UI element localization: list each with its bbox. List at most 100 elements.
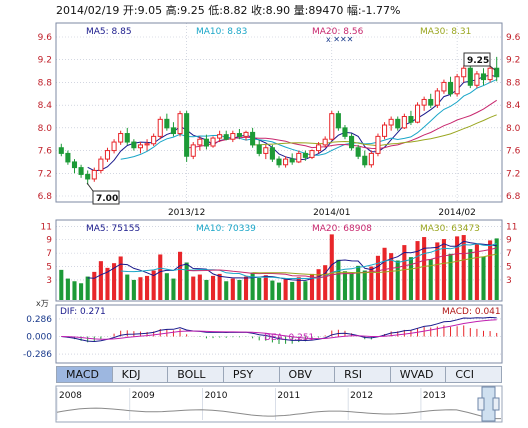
- volume-bar: [230, 278, 235, 300]
- tab-boll[interactable]: BOLL: [168, 367, 224, 382]
- candle-body: [342, 127, 348, 137]
- volume-bar: [59, 269, 64, 300]
- price-ma20-line: [186, 99, 497, 150]
- volume-bar: [204, 279, 209, 300]
- overview-year-label: 2009: [132, 391, 155, 401]
- volume-bar: [415, 241, 420, 300]
- macd-dea-label: DEA: 0.251: [264, 333, 314, 343]
- volume-y-tick-right: 11: [506, 222, 517, 232]
- candle-body: [190, 144, 196, 157]
- volume-bar: [145, 275, 150, 300]
- candle-body: [223, 134, 229, 140]
- price-x-tick: 2013/12: [168, 208, 205, 218]
- candle-body: [104, 150, 111, 160]
- macd-y-tick: 0.286: [26, 315, 52, 325]
- price-y-tick-left: 7.6: [38, 147, 53, 157]
- candle-body: [362, 155, 368, 166]
- volume-bar: [303, 281, 308, 300]
- volume-y-tick-left: 9: [46, 236, 52, 246]
- macd-value-label: MACD: 0.041: [442, 307, 501, 317]
- volume-bar: [112, 263, 117, 300]
- candle-body: [316, 144, 322, 152]
- candle-body: [414, 104, 421, 123]
- volume-bar: [349, 273, 354, 300]
- candle-body: [296, 152, 302, 163]
- volume-bar: [448, 253, 453, 300]
- candle-body: [269, 147, 275, 160]
- tab-wvad[interactable]: WVAD: [391, 367, 447, 382]
- candle-body: [467, 67, 473, 86]
- volume-bar: [158, 254, 163, 300]
- volume-bar: [329, 234, 334, 300]
- tab-macd[interactable]: MACD: [57, 367, 113, 382]
- volume-unit: x万: [36, 299, 49, 308]
- volume-bar: [72, 281, 77, 300]
- candle-body: [461, 67, 467, 78]
- price-legend-ma10: MA10: 8.83: [196, 27, 247, 37]
- volume-legend-ma5: MA5: 75155: [86, 224, 140, 234]
- overview-price-line: [56, 407, 501, 420]
- volume-bar: [356, 265, 361, 300]
- candle-body: [375, 135, 381, 154]
- volume-y-tick-left: 11: [41, 222, 52, 232]
- candle-body: [335, 113, 341, 129]
- volume-panel-frame: [55, 219, 503, 302]
- macd-y-tick: -0.286: [23, 350, 52, 360]
- volume-bar: [389, 253, 394, 300]
- candle-body: [164, 118, 170, 129]
- event-markers: x ✕✕✕: [326, 35, 353, 44]
- volume-bar: [171, 278, 176, 300]
- high-marker-box: [463, 52, 491, 67]
- volume-bar: [243, 276, 249, 300]
- volume-bar: [118, 256, 123, 300]
- volume-bar: [468, 249, 473, 300]
- tab-cci[interactable]: CCI: [455, 368, 474, 381]
- volume-bar: [257, 277, 262, 300]
- volume-bar: [461, 235, 466, 300]
- overview-year-label: 2008: [59, 391, 82, 401]
- tab-psy[interactable]: PSY: [224, 367, 280, 382]
- volume-bar: [474, 243, 479, 300]
- candle-body: [144, 143, 150, 146]
- volume-bar: [290, 281, 295, 300]
- tab-kdj[interactable]: KDJ: [113, 367, 169, 382]
- volume-bar: [375, 255, 381, 300]
- volume-bar: [402, 245, 407, 300]
- price-y-tick-right: 7.6: [506, 147, 521, 157]
- candle-body: [368, 152, 374, 166]
- volume-bar: [92, 271, 97, 300]
- volume-bar: [488, 240, 493, 300]
- volume-bar: [184, 262, 189, 300]
- macd-panel-frame: [55, 304, 503, 364]
- macd-dif-line: [61, 316, 497, 343]
- price-legend-ma5: MA5: 8.85: [86, 27, 132, 37]
- candle-body: [230, 133, 236, 140]
- volume-y-tick-right: 7: [506, 249, 512, 259]
- volume-ma-lines: [87, 240, 497, 281]
- price-y-tick-right: 8.0: [506, 124, 521, 134]
- volume-bar: [316, 269, 321, 300]
- price-y-tick-left: 9.6: [38, 33, 53, 43]
- volume-y-tick-right: 3: [506, 276, 512, 286]
- volume-bar: [250, 272, 255, 300]
- candle-body: [309, 150, 315, 158]
- low-marker-leader: [86, 182, 94, 192]
- volume-y-tick-left: 7: [46, 249, 52, 259]
- tab-rsi[interactable]: RSI: [335, 367, 391, 382]
- volume-bar: [336, 259, 341, 300]
- volume-bar: [151, 270, 156, 300]
- price-ma10-line: [120, 79, 497, 160]
- candle-body: [151, 135, 157, 145]
- macd-dif-label: DIF: 0.271: [60, 307, 106, 317]
- macd-y-tick: 0.000: [26, 333, 52, 343]
- candle-body: [131, 141, 137, 149]
- overview-left-handle[interactable]: [477, 397, 485, 411]
- overview-right-handle[interactable]: [492, 397, 500, 411]
- volume-bar: [177, 251, 183, 300]
- tab-obv[interactable]: OBV: [280, 367, 336, 382]
- candle-body: [91, 169, 97, 180]
- candle-body: [197, 138, 203, 146]
- volume-bar: [164, 273, 169, 300]
- candle-body: [203, 138, 209, 147]
